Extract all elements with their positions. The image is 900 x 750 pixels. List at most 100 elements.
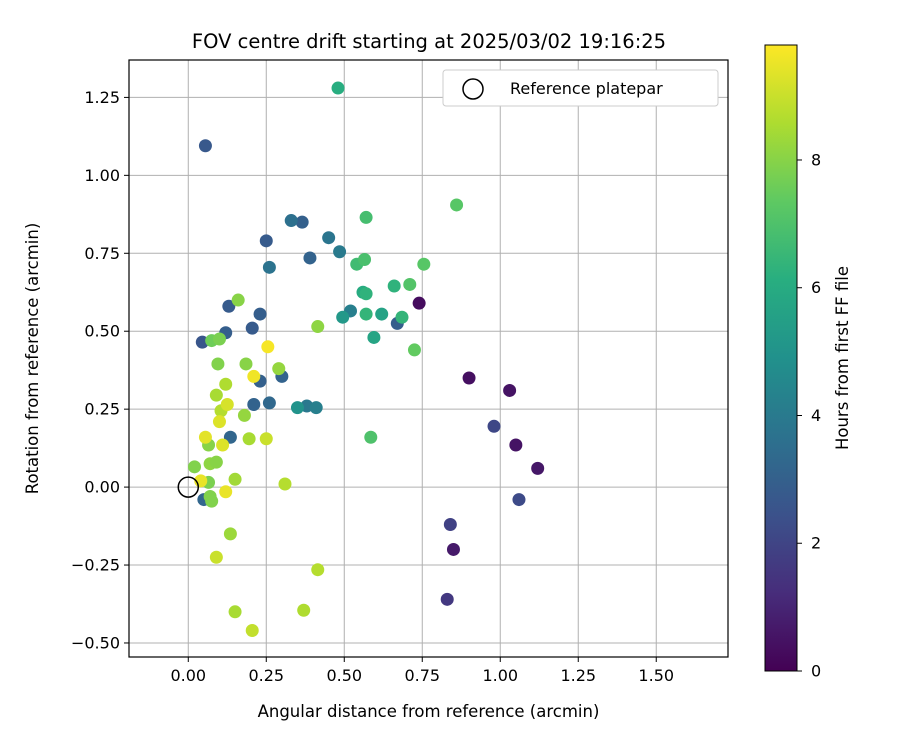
data-point (440, 592, 454, 606)
data-point (219, 377, 233, 391)
data-point (211, 357, 225, 371)
colorbar-tick-label: 2 (811, 534, 821, 553)
x-tick-label: 0.25 (248, 666, 284, 685)
legend-box (442, 69, 719, 107)
data-point (333, 245, 347, 259)
data-point (262, 260, 276, 274)
data-point (311, 563, 325, 577)
data-point (375, 307, 389, 321)
colorbar-tick-label: 4 (811, 406, 821, 425)
data-point (219, 485, 233, 499)
data-point (212, 415, 226, 429)
data-point (503, 383, 517, 397)
x-tick-label: 0.50 (326, 666, 362, 685)
data-point (403, 277, 417, 291)
data-point (237, 408, 251, 422)
data-point (322, 231, 336, 245)
data-point (272, 362, 286, 376)
data-point (387, 279, 401, 293)
data-point (188, 460, 202, 474)
data-point (228, 472, 242, 486)
plot-frame (128, 59, 729, 658)
data-point (222, 299, 236, 313)
data-point (231, 293, 245, 307)
y-tick-label: 0.00 (84, 478, 120, 497)
x-tick-label: 1.00 (482, 666, 518, 685)
data-point (512, 493, 526, 507)
data-point (245, 624, 259, 638)
data-point (446, 542, 460, 556)
data-point (290, 401, 304, 415)
data-point (209, 455, 223, 469)
data-point (364, 430, 378, 444)
x-axis-label: Angular distance from reference (arcmin) (258, 702, 600, 721)
x-tick-label: 1.50 (638, 666, 674, 685)
y-tick-label: 0.75 (84, 244, 120, 263)
y-tick-label: 0.25 (84, 400, 120, 419)
data-point (509, 438, 523, 452)
data-point (297, 603, 311, 617)
data-point (358, 253, 372, 267)
chart-title: FOV centre drift starting at 2025/03/02 … (192, 30, 666, 53)
data-point (450, 198, 464, 212)
y-tick-label: −0.25 (71, 556, 120, 575)
data-point (259, 234, 273, 248)
data-point (259, 432, 273, 446)
data-point (198, 430, 212, 444)
x-tick-label: 0.00 (170, 666, 206, 685)
data-point (228, 605, 242, 619)
data-point (209, 388, 223, 402)
data-point (303, 251, 317, 265)
data-point (407, 343, 421, 357)
data-point (395, 310, 409, 324)
reference-platepar-marker (177, 476, 200, 498)
data-point (223, 527, 237, 541)
y-axis-ticks: −0.50 −0.25 0.00 0.25 0.50 0.75 1.00 1.25 (71, 88, 129, 652)
data-point (412, 296, 426, 310)
data-point (278, 477, 292, 491)
data-point (531, 461, 545, 475)
data-point (284, 214, 298, 228)
data-point (462, 371, 476, 385)
data-point (261, 340, 275, 354)
data-point (309, 401, 323, 415)
colorbar-label: Hours from first FF file (833, 266, 852, 450)
x-tick-label: 0.75 (404, 666, 440, 685)
data-point (253, 307, 267, 321)
data-point (359, 210, 373, 224)
legend-marker-reference (462, 78, 484, 100)
data-point (487, 419, 501, 433)
y-tick-label: 1.00 (84, 166, 120, 185)
colorbar-tick-label: 6 (811, 278, 821, 297)
data-point (205, 494, 219, 508)
y-tick-label: 1.25 (84, 88, 120, 107)
x-axis-ticks: 0.00 0.25 0.50 0.75 1.00 1.25 1.50 (170, 657, 674, 685)
data-point (443, 518, 457, 532)
data-point (367, 330, 381, 344)
data-point (247, 397, 261, 411)
data-point (239, 357, 253, 371)
colorbar-ticks: 0 2 4 6 8 (797, 150, 821, 681)
legend: Reference platepar (442, 69, 719, 107)
x-tick-label: 1.25 (560, 666, 596, 685)
data-point (216, 438, 230, 452)
data-point (209, 550, 223, 564)
colorbar: 0 2 4 6 8 Hours from first FF file (764, 44, 852, 681)
data-point (359, 287, 373, 301)
plot-area (128, 59, 729, 658)
data-point (336, 310, 350, 324)
data-point (295, 215, 309, 229)
colorbar-gradient (764, 44, 798, 672)
y-tick-label: −0.50 (71, 633, 120, 652)
data-points (188, 81, 545, 638)
data-point (247, 369, 261, 383)
y-axis-label: Rotation from reference (arcmin) (23, 223, 42, 495)
colorbar-tick-label: 8 (811, 150, 821, 169)
data-point (212, 332, 226, 346)
data-point (311, 320, 325, 334)
y-tick-label: 0.50 (84, 322, 120, 341)
data-point (220, 397, 234, 411)
data-point (417, 257, 431, 271)
colorbar-tick-label: 0 (811, 662, 821, 681)
